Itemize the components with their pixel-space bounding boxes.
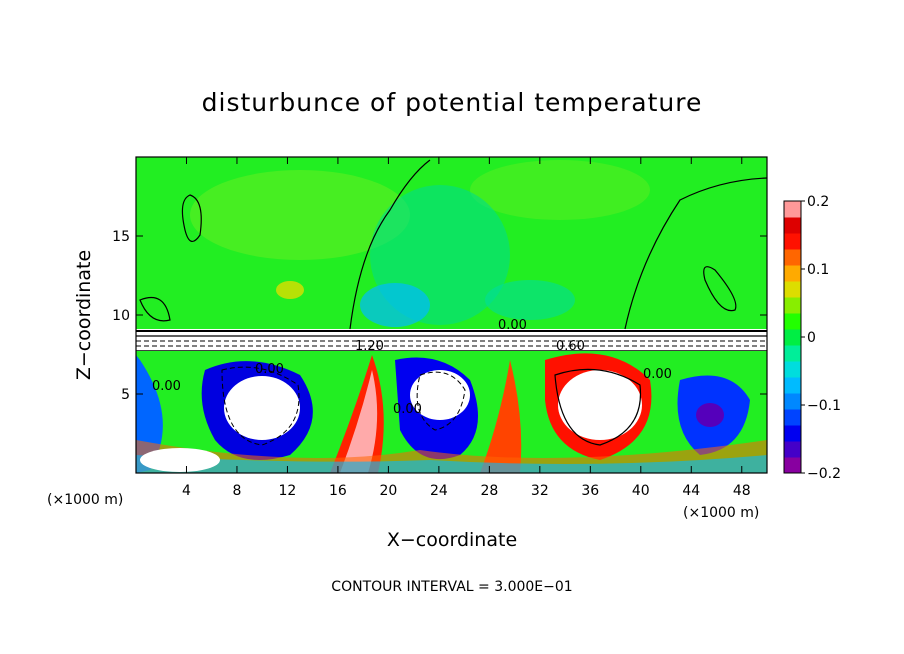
colorbar-swatch xyxy=(784,249,801,266)
y-tick-label: 15 xyxy=(112,229,130,245)
colorbar-swatch xyxy=(784,393,801,410)
contour-label: 0.00 xyxy=(152,379,181,394)
contour-line xyxy=(416,371,466,431)
colorbar-swatch xyxy=(784,281,801,298)
colorbar-swatch xyxy=(784,297,801,314)
plot-area: 0.00 0.00 0.00 0.00 0.00 1.20 0.60 xyxy=(136,157,767,473)
contour-line xyxy=(139,296,171,322)
x-tick-label: 28 xyxy=(480,483,498,499)
inversion-band xyxy=(136,329,767,351)
x-tick-label: 16 xyxy=(329,483,347,499)
contour-interval-note: CONTOUR INTERVAL = 3.000E−01 xyxy=(331,579,572,595)
contour-label: 0.00 xyxy=(498,318,527,333)
upper-cyan-patch xyxy=(360,283,430,327)
colorbar-tick-label: 0.2 xyxy=(807,194,829,210)
contour-line xyxy=(554,368,642,446)
colorbar-swatch xyxy=(784,201,801,218)
y-tick-label: 5 xyxy=(121,387,130,403)
x-unit-label-right: (×1000 m) xyxy=(683,505,759,521)
colorbar-swatch xyxy=(784,345,801,362)
colorbar-swatch xyxy=(784,265,801,282)
y-axis-label: Z−coordinate xyxy=(73,250,95,380)
x-tick-label: 48 xyxy=(733,483,751,499)
colorbar-swatch xyxy=(784,217,801,234)
colorbar-swatch xyxy=(784,313,801,330)
contour-label: 0.00 xyxy=(393,402,422,417)
x-axis-label: X−coordinate xyxy=(387,529,517,551)
colorbar-tick-label: −0.1 xyxy=(807,398,841,414)
contour-line xyxy=(703,266,737,312)
contour-label: 0.00 xyxy=(643,367,672,382)
x-unit-label: (×1000 m) xyxy=(47,492,123,508)
x-tick-label: 24 xyxy=(430,483,448,499)
contour-line xyxy=(349,159,431,330)
contour-label: 1.20 xyxy=(355,339,384,354)
colorbar-swatch xyxy=(784,457,801,474)
upper-light-patch xyxy=(470,160,650,220)
contour-line xyxy=(624,177,767,330)
colorbar-tick-label: 0 xyxy=(807,330,816,346)
colorbar-swatch xyxy=(784,233,801,250)
x-tick-label: 44 xyxy=(682,483,700,499)
lower-white-core xyxy=(224,376,300,440)
colorbar-tick-label: 0.1 xyxy=(807,262,829,278)
upper-light-patch xyxy=(190,170,410,260)
contour-line xyxy=(221,366,300,446)
x-tick-label: 8 xyxy=(232,483,241,499)
x-tick-label: 4 xyxy=(182,483,191,499)
y-tick-label: 10 xyxy=(112,308,130,324)
upper-yellow-patch xyxy=(276,281,304,299)
x-tick-label: 32 xyxy=(531,483,549,499)
colorbar-swatch xyxy=(784,377,801,394)
upper-cyan-patch xyxy=(485,280,575,320)
colorbar-tick-label: −0.2 xyxy=(807,466,841,482)
lower-warm-plume xyxy=(480,360,522,473)
x-tick-label: 36 xyxy=(581,483,599,499)
colorbar-swatch xyxy=(784,409,801,426)
x-tick-label: 20 xyxy=(379,483,397,499)
contour-label: 0.00 xyxy=(255,362,284,377)
lower-white-core xyxy=(410,370,470,420)
x-tick-label: 40 xyxy=(632,483,650,499)
lower-purple-core xyxy=(696,403,724,427)
lower-white-core xyxy=(558,370,642,440)
colorbar-swatch xyxy=(784,441,801,458)
lower-cyan-band xyxy=(136,455,767,473)
contour-line xyxy=(181,194,202,242)
colorbar-swatch xyxy=(784,329,801,346)
contour-label: 0.60 xyxy=(556,339,585,354)
lower-warm-plume xyxy=(340,370,378,473)
colorbar-swatch xyxy=(784,361,801,378)
colorbar: −0.2 −0.1 0 0.1 0.2 xyxy=(783,194,841,482)
chart-title: disturbunce of potential temperature xyxy=(202,88,703,117)
lower-white-core xyxy=(140,448,220,472)
x-tick-label: 12 xyxy=(279,483,297,499)
colorbar-swatch xyxy=(784,425,801,442)
